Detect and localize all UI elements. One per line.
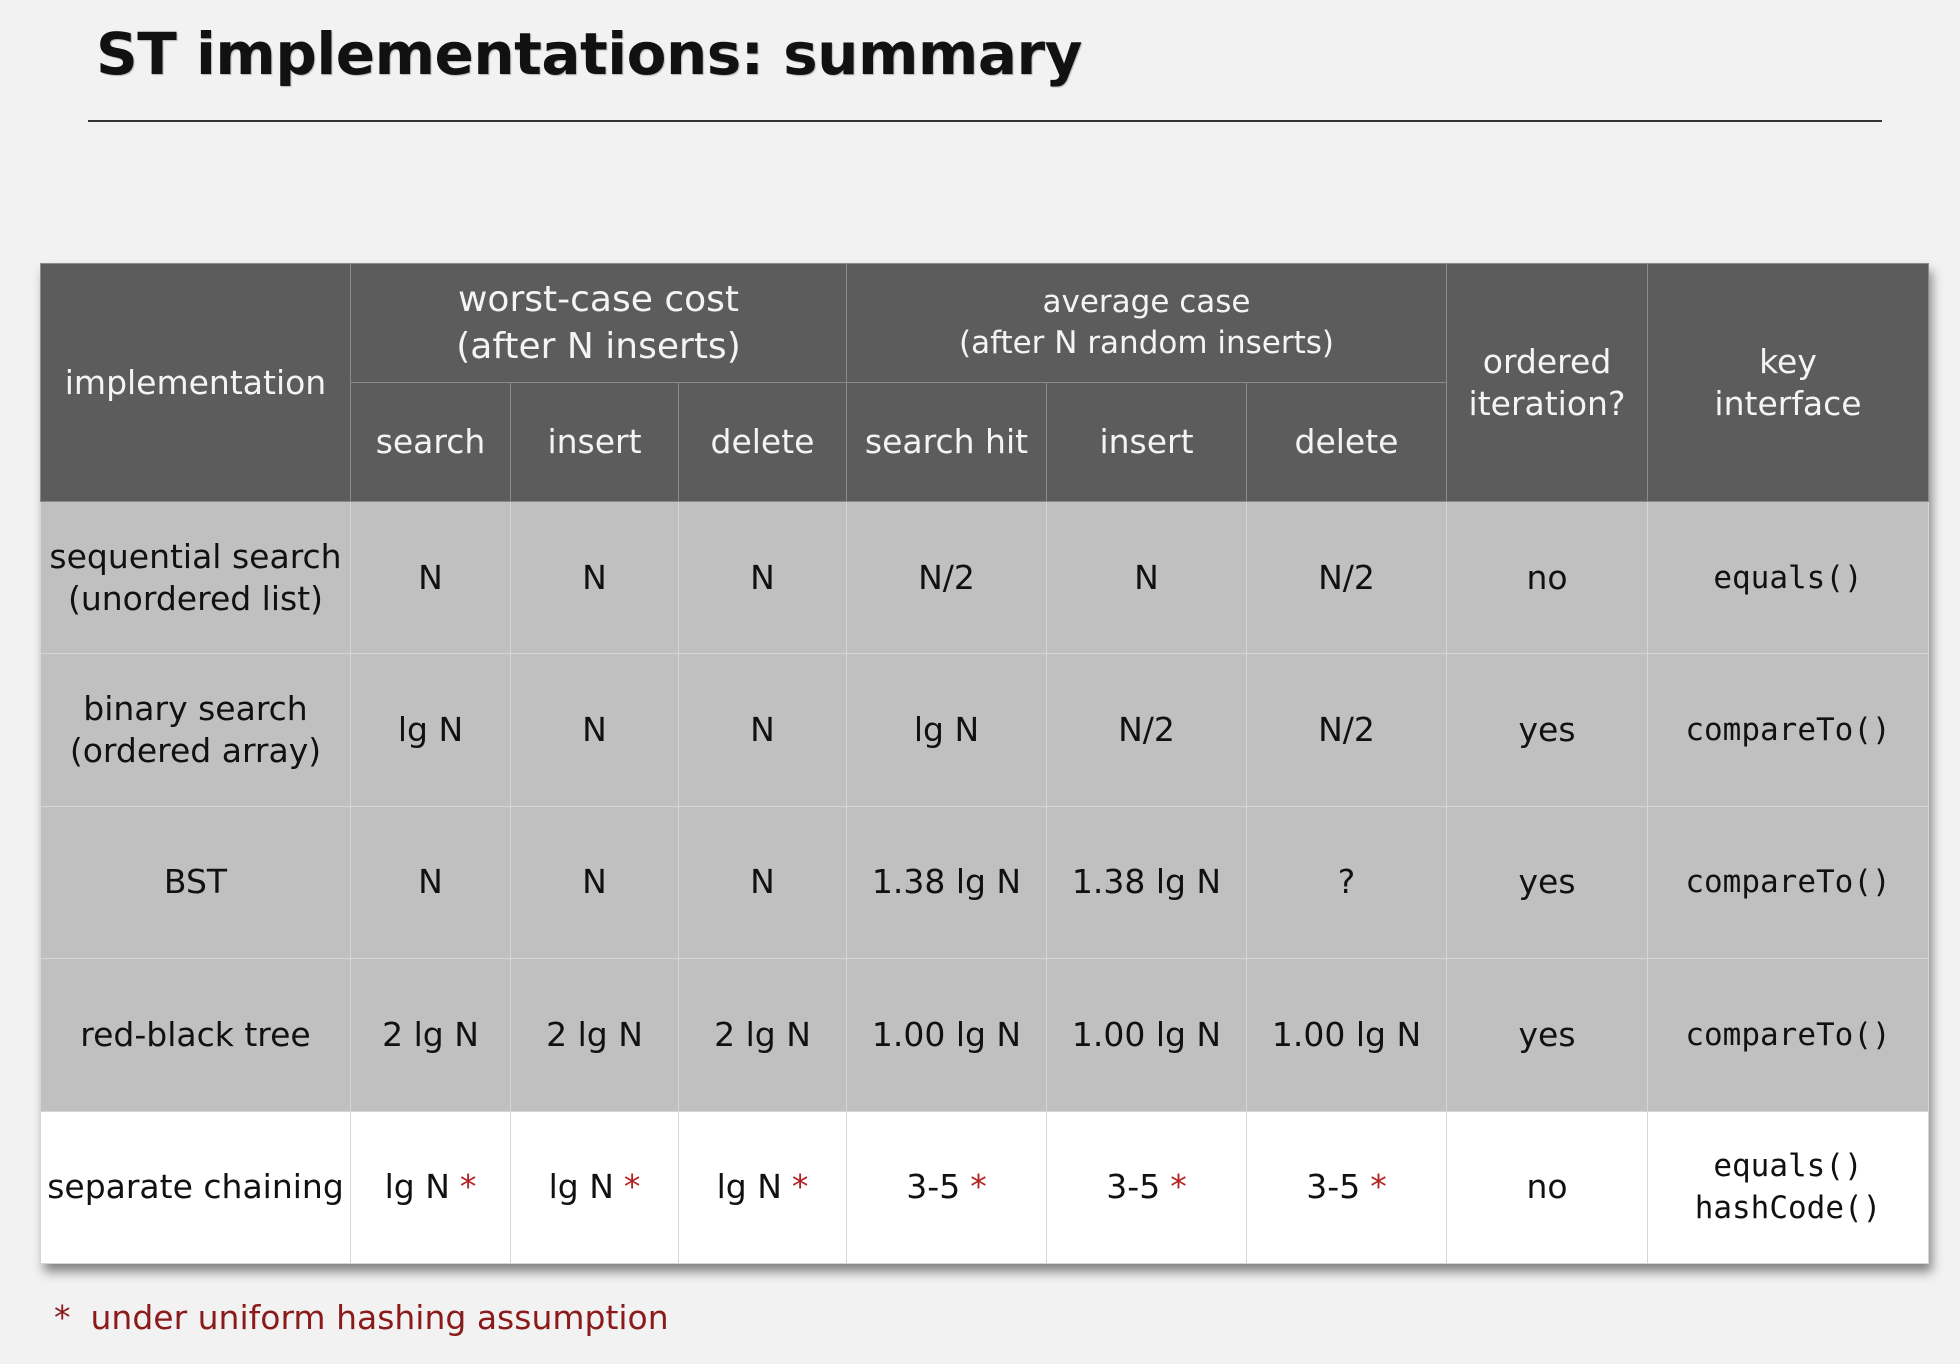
cost-cell: 2 lg N: [350, 958, 511, 1112]
header-average-case: average case (after N random inserts): [845, 263, 1448, 383]
implementation-cell: binary search (ordered array): [40, 653, 351, 807]
cost-cell: lg N: [350, 653, 511, 807]
cost-cell: 1.00 lg N: [1046, 958, 1247, 1112]
ordered-cell: no: [1446, 500, 1649, 655]
asterisk-marker: *: [1370, 1167, 1387, 1207]
cost-cell: 1.38 lg N: [1046, 805, 1247, 960]
cost-cell: lg N *: [350, 1110, 511, 1265]
cost-cell: lg N: [846, 653, 1047, 807]
cost-cell: N: [678, 653, 847, 807]
cost-cell: 1.38 lg N: [846, 805, 1047, 960]
table-row: red-black tree 2 lg N 2 lg N 2 lg N 1.00…: [40, 958, 1930, 1112]
cost-cell: N: [350, 500, 511, 655]
cost-cell: ?: [1245, 805, 1448, 960]
cost-cell: N: [510, 805, 679, 960]
cost-cell: N/2: [1245, 500, 1448, 655]
key-interface-cell: equals() hashCode(): [1647, 1110, 1930, 1265]
cost-cell: 3-5 *: [1245, 1110, 1448, 1265]
subheader-search-hit: search hit: [846, 382, 1047, 502]
table-row: binary search (ordered array) lg N N N l…: [40, 653, 1930, 807]
header-implementation: implementation: [40, 263, 351, 502]
title-divider: [88, 120, 1882, 122]
cost-cell: N: [678, 805, 847, 960]
ordered-cell: yes: [1446, 653, 1649, 807]
asterisk-marker: *: [623, 1167, 641, 1207]
ordered-cell: yes: [1446, 805, 1649, 960]
implementation-cell: separate chaining: [40, 1110, 351, 1265]
footnote-asterisk: *: [54, 1298, 71, 1337]
cost-cell: N: [678, 500, 847, 655]
subheader-avg-delete: delete: [1245, 382, 1448, 502]
subheader-insert: insert: [510, 382, 679, 502]
asterisk-marker: *: [970, 1167, 987, 1207]
cost-cell: N: [510, 653, 679, 807]
cost-value: lg N: [716, 1167, 782, 1207]
cost-cell: 2 lg N: [510, 958, 679, 1112]
cost-cell: lg N *: [510, 1110, 679, 1265]
header-worst-case: worst-case cost (after N inserts): [350, 263, 847, 383]
cost-cell: 2 lg N: [678, 958, 847, 1112]
cost-value: lg N: [548, 1167, 614, 1207]
key-interface-cell: compareTo(): [1647, 805, 1930, 960]
table-row: sequential search (unordered list) N N N…: [40, 500, 1930, 655]
cost-cell: N/2: [846, 500, 1047, 655]
cost-cell: N: [1046, 500, 1247, 655]
cost-cell: 1.00 lg N: [846, 958, 1047, 1112]
cost-cell: 1.00 lg N: [1245, 958, 1448, 1112]
subheader-delete: delete: [678, 382, 847, 502]
implementation-cell: red-black tree: [40, 958, 351, 1112]
subheader-search: search: [350, 382, 511, 502]
table-row-highlighted: separate chaining lg N * lg N * lg N * 3-5 *…: [40, 1110, 1930, 1265]
implementation-cell: sequential search (unordered list): [40, 500, 351, 655]
cost-cell: N/2: [1245, 653, 1448, 807]
key-interface-cell: compareTo(): [1647, 958, 1930, 1112]
cost-cell: lg N *: [678, 1110, 847, 1265]
footnote-text: under uniform hashing assumption: [90, 1298, 669, 1337]
asterisk-marker: *: [791, 1167, 809, 1207]
ordered-cell: no: [1446, 1110, 1649, 1265]
asterisk-marker: *: [1170, 1167, 1187, 1207]
cost-cell: N: [350, 805, 511, 960]
summary-table: implementation worst-case cost (after N …: [40, 263, 1930, 1265]
asterisk-marker: *: [459, 1167, 477, 1207]
footnote: * under uniform hashing assumption: [54, 1298, 669, 1337]
page-title: ST implementations: summary: [96, 20, 1082, 88]
table-row: BST N N N 1.38 lg N 1.38 lg N ? yes comp…: [40, 805, 1930, 960]
key-interface-cell: compareTo(): [1647, 653, 1930, 807]
header-ordered-iteration: ordered iteration?: [1446, 263, 1649, 502]
cost-cell: 3-5 *: [846, 1110, 1047, 1265]
cost-cell: N/2: [1046, 653, 1247, 807]
implementation-cell: BST: [40, 805, 351, 960]
cost-cell: 3-5 *: [1046, 1110, 1247, 1265]
cost-value: 3-5: [906, 1167, 961, 1207]
subheader-avg-insert: insert: [1046, 382, 1247, 502]
cost-value: lg N: [384, 1167, 450, 1207]
cost-value: 3-5: [1106, 1167, 1161, 1207]
summary-table-container: implementation worst-case cost (after N …: [40, 263, 1930, 1265]
header-key-interface: key interface: [1647, 263, 1930, 502]
cost-cell: N: [510, 500, 679, 655]
cost-value: 3-5: [1306, 1167, 1361, 1207]
key-interface-cell: equals(): [1647, 500, 1930, 655]
ordered-cell: yes: [1446, 958, 1649, 1112]
